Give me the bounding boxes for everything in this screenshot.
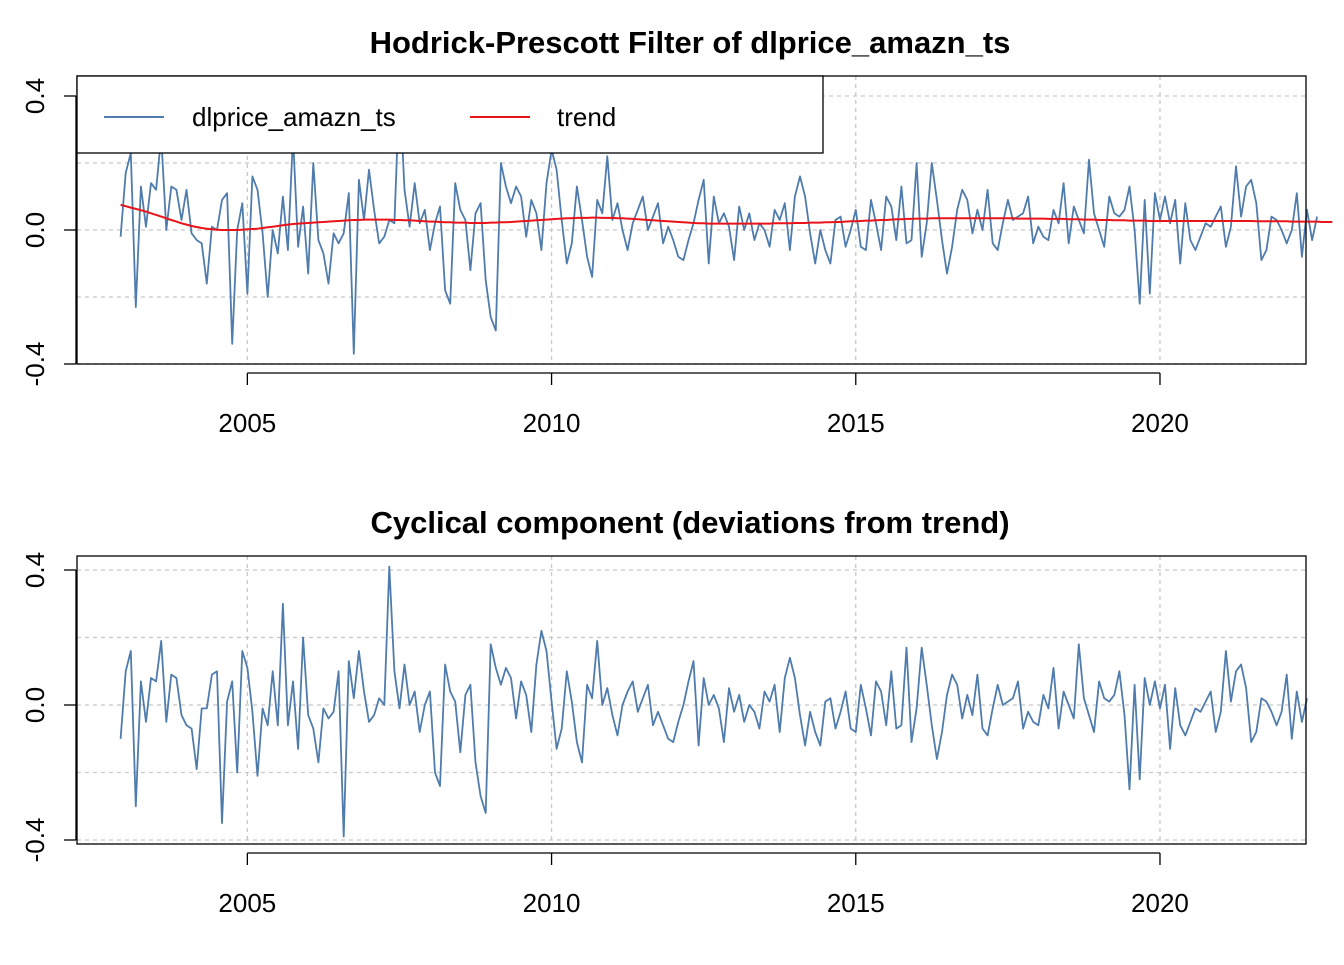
axes: 2005 2010 2015 2020 -0.4 0.0 0.4 [20,78,1189,438]
y-tick-label: 0.0 [20,212,50,248]
x-tick-label: 2005 [218,888,276,918]
chart-title: Hodrick-Prescott Filter of dlprice_amazn… [370,25,1011,60]
series-layer [119,565,1308,838]
y-tick-label: -0.4 [20,818,50,863]
y-tick-label: -0.4 [20,342,50,387]
hp-filter-panel: Hodrick-Prescott Filter of dlprice_amazn… [20,25,1333,438]
y-tick-label: 0.0 [20,687,50,723]
x-tick-label: 2005 [218,408,276,438]
series-layer [119,85,1333,355]
series-line-trend [120,203,1333,231]
legend-label-trend: trend [557,102,616,132]
x-tick-label: 2010 [523,408,581,438]
y-tick-label: 0.4 [20,552,50,588]
series-line-cycle [119,565,1308,838]
legend: dlprice_amazn_ts trend [76,75,824,154]
x-tick-label: 2015 [827,408,885,438]
grid [77,556,1306,844]
x-tick-label: 2010 [523,888,581,918]
legend-label-dlprice: dlprice_amazn_ts [192,102,396,132]
x-tick-label: 2015 [827,888,885,918]
axes: 2005 2010 2015 2020 -0.4 0.0 0.4 [20,552,1189,918]
legend-box [76,75,824,154]
y-tick-label: 0.4 [20,78,50,114]
plot-frame [76,555,1307,845]
cyclical-component-panel: Cyclical component (deviations from tren… [20,505,1308,918]
chart-title: Cyclical component (deviations from tren… [370,505,1009,540]
x-tick-label: 2020 [1131,408,1189,438]
x-tick-label: 2020 [1131,888,1189,918]
